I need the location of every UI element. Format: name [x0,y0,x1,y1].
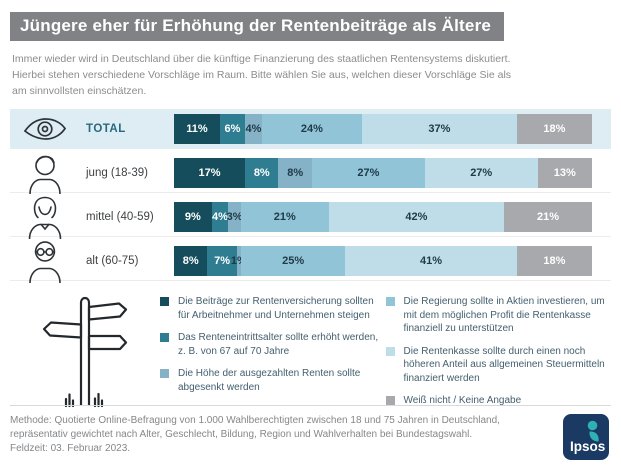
bar-segment: 25% [240,245,346,276]
intro-text: Immer wieder wird in Deutschland über di… [12,53,512,97]
bar-segment: 24% [261,114,363,145]
legend-item: Weiß nicht / Keine Angabe [385,394,608,408]
legend-swatch [160,369,169,379]
segment-value: 9% [184,210,201,223]
ipsos-logo-wordmark: Ipsos [570,439,605,454]
segment-value: 25% [282,254,305,267]
young-person-icon [22,152,68,194]
segment-value: 13% [553,166,576,179]
legend-swatch [385,396,395,406]
segment-value: 8% [253,166,270,179]
legend-area: Die Beiträge zur Rentenversicherung soll… [10,291,611,417]
segment-value: 18% [543,254,566,267]
bar-segment: 3% [226,201,243,232]
segment-value: 18% [543,123,566,136]
legend-label: Das Renteneintrittsalter sollte erhöht w… [178,332,379,357]
ipsos-logo-background [563,414,609,460]
bar-segment: 27% [311,157,425,188]
bar-segment: 6% [219,114,246,145]
segment-value: 4% [212,210,228,223]
bar-segment: 11% [174,114,220,145]
segment-value: 41% [420,254,443,267]
bar-segment: 21% [240,201,329,232]
segment-value: 4% [245,123,262,136]
chart-row: jung (18-39) 17% 8% 8% 27% 27% 13% [10,152,611,194]
segment-value: 11% [186,123,208,136]
older-man-icon [22,239,68,283]
legend-item: Die Regierung sollte in Aktien investier… [385,295,608,336]
chart-row: alt (60-75) 8% 7% 1% 25% 41% 18% [10,239,611,283]
legend-item: Die Höhe der ausgezahlten Renten sollte … [160,367,382,394]
legend-swatch [160,297,169,307]
legend-label: Die Beiträge zur Rentenversicherung soll… [178,296,374,321]
bar-segment: 8% [174,245,208,276]
stacked-bar-chart: TOTAL 11% 6% 4% 24% 37% 18% jung (18-39) 17% 8% 8%… [10,109,611,283]
segment-value: 17% [198,166,221,179]
segment-value: 21% [537,210,560,223]
bar-segment: 21% [504,201,592,232]
chart-row: TOTAL 11% 6% 4% 24% 37% 18% [10,109,611,150]
bar-segment: 41% [345,245,517,276]
signpost-icon [10,291,160,417]
legend-item: Die Beiträge zur Rentenversicherung soll… [160,295,382,322]
bar-segment: 8% [245,157,279,188]
segment-value: 6% [224,123,241,136]
legend-swatch [385,346,395,356]
legend-item: Die Rentenkasse sollte durch einen noch … [385,345,608,386]
segment-value: 21% [273,210,296,223]
legend-label: Weiß nicht / Keine Angabe [403,395,522,407]
stacked-bar: 8% 7% 1% 25% 41% 18% [174,245,592,276]
segment-value: 42% [405,210,428,223]
bar-segment: 13% [537,157,592,188]
segment-value: 37% [428,123,451,136]
legend-swatch [385,297,395,307]
legend-column-right: Die Regierung sollte in Aktien investier… [385,291,612,417]
legend-column-left: Die Beiträge zur Rentenversicherung soll… [160,291,386,417]
page-title: Jüngere eher für Erhöhung der Rentenbeit… [10,12,505,41]
footer: Methode: Quotierte Online-Befragung von … [10,405,611,460]
row-label: alt (60-75) [86,254,139,267]
bar-segment: 8% [278,157,312,188]
bar-segment: 7% [207,245,237,276]
stacked-bar: 11% 6% 4% 24% 37% 18% [174,114,592,145]
chart-row: mittel (40-59) 9% 4% 3% 21% 42% 21% [10,195,611,239]
row-label: jung (18-39) [86,166,149,179]
legend: Die Beiträge zur Rentenversicherung soll… [160,291,611,417]
segment-value: 27% [357,166,380,179]
bar-segment: 18% [516,114,592,145]
ipsos-logo-figure-body [589,431,599,442]
legend-item: Das Renteneintrittsalter sollte erhöht w… [160,331,382,358]
bar-segment: 9% [174,201,212,232]
bar-segment: 42% [328,201,505,232]
segment-value: 3% [226,210,243,223]
row-label: TOTAL [86,123,126,136]
bar-segment: 37% [362,114,517,145]
segment-value: 7% [214,254,231,267]
middle-aged-woman-icon [22,195,68,239]
legend-swatch [160,333,169,343]
fieldwork-note: Feldzeit: 03. Februar 2023. [10,443,131,455]
eye-icon [22,116,68,142]
legend-label: Die Regierung sollte in Aktien investier… [403,296,605,335]
legend-label: Die Höhe der ausgezahlten Renten sollte … [178,368,361,393]
ipsos-logo-figure-head [587,420,598,431]
bar-segment: 27% [424,157,538,188]
segment-value: 8% [182,254,199,267]
bar-segment: 18% [516,245,592,276]
stacked-bar: 9% 4% 3% 21% 42% 21% [174,201,592,232]
stacked-bar: 17% 8% 8% 27% 27% 13% [174,157,592,188]
bar-segment: 4% [245,114,262,145]
segment-value: 24% [300,123,323,136]
bar-segment: 17% [174,157,246,188]
segment-value: 8% [287,166,304,179]
ipsos-logo: Ipsos [563,414,609,460]
segment-value: 27% [470,166,493,179]
methodology-note: Methode: Quotierte Online-Befragung von … [10,415,500,441]
row-label: mittel (40-59) [86,210,154,223]
legend-label: Die Rentenkasse sollte durch einen noch … [403,345,605,384]
bar-segment: 4% [211,201,229,232]
